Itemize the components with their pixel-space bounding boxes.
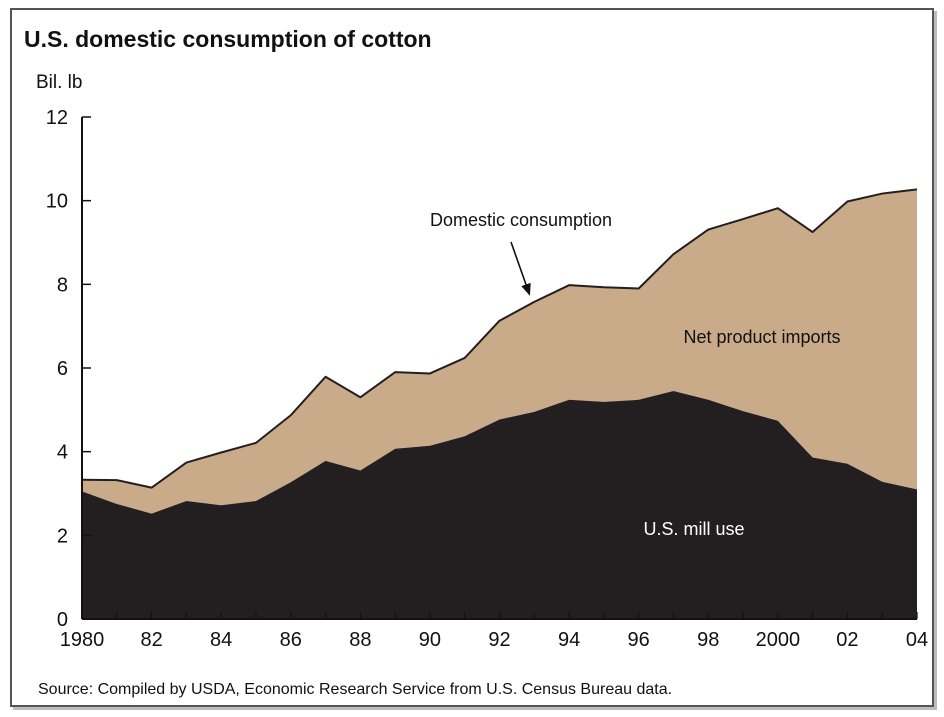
x-tick-label: 84 [210,629,232,651]
x-tick-label: 96 [628,629,650,651]
y-tick-label: 10 [46,191,68,213]
x-tick-label: 1980 [60,629,105,651]
y-tick-label: 2 [57,525,68,547]
x-tick-label: 02 [836,629,858,651]
y-tick-label: 12 [46,107,68,129]
annotation-domestic-consumption: Domestic consumption [430,210,612,230]
annotation-layer: Domestic consumption Net product imports U… [430,210,841,539]
line-domestic-consumption [81,188,918,489]
area-us-mill-use [82,391,917,619]
chart-title: U.S. domestic consumption of cotton [24,26,432,52]
y-tick-label: 4 [57,442,68,464]
y-tick-label: 8 [57,274,68,296]
source-note: Source: Compiled by USDA, Economic Resea… [38,681,673,698]
x-tick-label: 82 [140,629,162,651]
y-axis-unit-label: Bil. lb [36,72,83,93]
label-us-mill-use: U.S. mill use [643,519,744,539]
x-tick-label: 92 [488,629,510,651]
y-tick-label: 6 [57,358,68,380]
label-net-product-imports: Net product imports [683,327,840,347]
x-tick-label: 2000 [756,629,801,651]
x-tick-label: 98 [697,629,719,651]
x-tick-label: 86 [280,629,302,651]
area-net-product-imports [82,189,917,514]
x-tick-label: 90 [419,629,441,651]
x-tick-label: 04 [906,629,928,651]
annotation-arrow [510,241,531,296]
area-layer [81,188,918,619]
x-tick-label: 88 [349,629,371,651]
y-tick-label: 0 [57,609,68,631]
x-tick-label: 94 [558,629,580,651]
